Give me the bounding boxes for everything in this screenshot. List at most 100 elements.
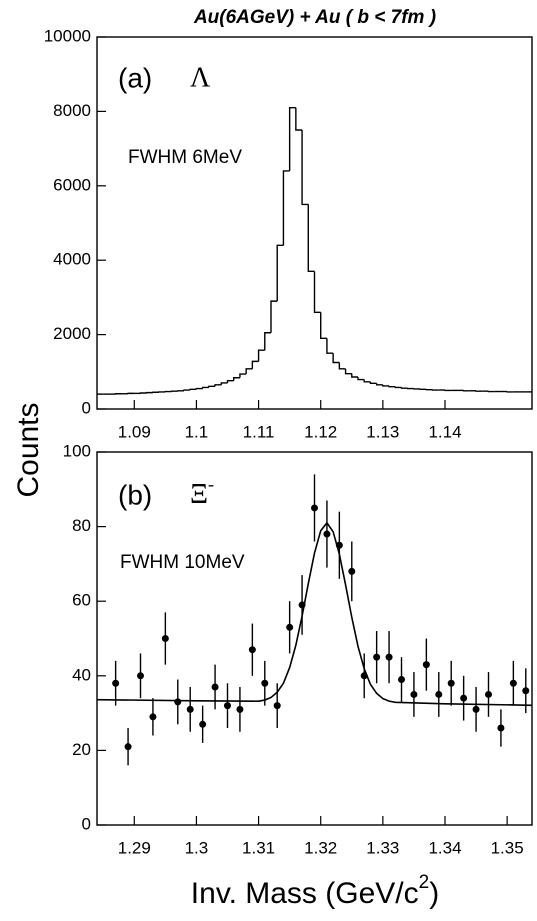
data-point bbox=[224, 702, 231, 710]
histogram-bin bbox=[239, 373, 247, 378]
x-tick-label: 1.09 bbox=[118, 422, 151, 441]
x-tick-label: 1.1 bbox=[185, 422, 209, 441]
x-tick-label: 1.13 bbox=[366, 422, 399, 441]
data-point bbox=[435, 690, 443, 698]
x-tick-label: 1.3 bbox=[185, 838, 209, 857]
data-point bbox=[422, 661, 430, 669]
y-tick-label: 0 bbox=[82, 398, 91, 417]
data-point bbox=[509, 679, 517, 687]
data-point bbox=[211, 683, 219, 691]
x-tick-label: 1.11 bbox=[243, 422, 275, 441]
histogram-bin bbox=[276, 244, 284, 302]
y-axis-label: Counts bbox=[12, 402, 45, 497]
particle-symbol: Ξ bbox=[190, 479, 208, 510]
plot-frame bbox=[96, 451, 533, 826]
histogram-bin bbox=[214, 384, 222, 387]
x-tick-label: 1.32 bbox=[304, 838, 337, 857]
x-tick-label: 1.33 bbox=[366, 838, 399, 857]
y-tick-label: 60 bbox=[72, 591, 91, 610]
y-tick-label: 4000 bbox=[53, 250, 91, 269]
x-tick-label: 1.12 bbox=[304, 422, 337, 441]
data-point bbox=[298, 601, 306, 609]
data-point bbox=[286, 623, 294, 631]
particle-label: Ξ- bbox=[190, 474, 214, 510]
data-point bbox=[410, 690, 418, 698]
y-tick-label: 8000 bbox=[53, 101, 91, 120]
histogram-bin bbox=[326, 338, 334, 354]
data-point bbox=[497, 724, 505, 732]
data-point bbox=[199, 720, 207, 728]
histogram-bin bbox=[338, 362, 346, 370]
y-tick-label: 2000 bbox=[53, 324, 91, 343]
particle-charge: - bbox=[208, 474, 214, 494]
chart-title: Au(6AGeV) + Au ( b < 7fm ) bbox=[193, 7, 436, 28]
histogram-bin bbox=[394, 386, 402, 389]
histogram-bin bbox=[344, 368, 352, 375]
panel-label: (b) bbox=[118, 479, 152, 510]
data-point bbox=[335, 541, 343, 549]
y-tick-label: 0 bbox=[82, 814, 91, 833]
histogram-bin bbox=[400, 387, 408, 389]
y-tick-label: 80 bbox=[72, 516, 91, 535]
histogram-bin bbox=[208, 385, 216, 388]
x-axis-label-part: ) bbox=[429, 877, 439, 910]
histogram-bin bbox=[270, 300, 278, 333]
y-tick-label: 6000 bbox=[53, 175, 91, 194]
particle-label: Λ bbox=[190, 62, 211, 93]
histogram-bin bbox=[195, 387, 203, 390]
histogram-bin bbox=[282, 170, 290, 246]
x-tick-label: 1.14 bbox=[428, 422, 461, 441]
data-point bbox=[236, 705, 244, 713]
data-point bbox=[149, 713, 157, 721]
data-point bbox=[360, 672, 368, 680]
histogram-bin bbox=[295, 107, 303, 131]
histogram-bin bbox=[245, 368, 253, 375]
data-point bbox=[273, 702, 281, 710]
data-point bbox=[161, 635, 169, 642]
histogram-bin bbox=[307, 204, 315, 273]
histogram-bin bbox=[320, 312, 327, 340]
data-point bbox=[248, 646, 256, 654]
x-tick-label: 1.35 bbox=[491, 838, 524, 857]
histogram-bin bbox=[220, 382, 228, 385]
histogram-bin bbox=[351, 373, 358, 378]
histogram-bin bbox=[313, 271, 321, 313]
data-point bbox=[261, 679, 269, 687]
y-tick-label: 100 bbox=[63, 441, 91, 460]
histogram-bin bbox=[363, 379, 371, 383]
data-point bbox=[522, 687, 530, 695]
histogram-bin bbox=[251, 360, 259, 369]
x-tick-label: 1.34 bbox=[428, 838, 461, 857]
data-point bbox=[373, 653, 381, 661]
x-axis-label-part: Inv. Mass (GeV/c bbox=[191, 877, 419, 910]
data-point bbox=[447, 679, 455, 687]
histogram-bin bbox=[375, 383, 383, 386]
data-point bbox=[398, 676, 405, 684]
fwhm-label: FWHM 10MeV bbox=[120, 552, 245, 573]
y-tick-label: 10000 bbox=[44, 26, 91, 45]
data-point bbox=[186, 705, 194, 713]
data-point bbox=[485, 690, 492, 698]
histogram-bin bbox=[369, 381, 377, 385]
histogram-bin bbox=[183, 389, 191, 391]
plot-frame bbox=[96, 36, 533, 410]
histogram-bin bbox=[382, 384, 390, 387]
data-point bbox=[472, 705, 480, 713]
x-tick-label: 1.29 bbox=[118, 838, 151, 857]
data-point bbox=[174, 698, 182, 706]
data-point bbox=[323, 530, 331, 538]
histogram-bin bbox=[388, 385, 396, 388]
x-axis-label: Inv. Mass (GeV/c2) bbox=[191, 872, 439, 910]
y-tick-label: 20 bbox=[72, 740, 91, 759]
fwhm-label: FWHM 6MeV bbox=[128, 147, 242, 168]
histogram-bin bbox=[357, 377, 365, 381]
histogram-bin bbox=[288, 106, 296, 171]
y-tick-label: 40 bbox=[72, 665, 91, 684]
data-point bbox=[112, 679, 120, 687]
data-point bbox=[348, 567, 356, 575]
data-point bbox=[124, 743, 132, 751]
x-tick-label: 1.31 bbox=[242, 838, 275, 857]
histogram-bin bbox=[332, 353, 340, 364]
histogram-bin bbox=[257, 349, 265, 362]
